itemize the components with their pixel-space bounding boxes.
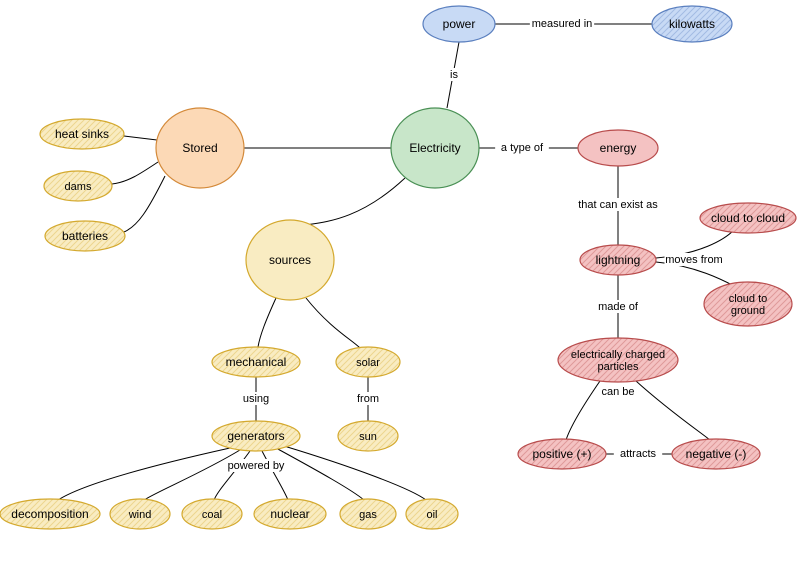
- node-label-negative: negative (-): [686, 447, 747, 461]
- edge-sources-solar: [306, 298, 360, 348]
- node-label-sun: sun: [359, 431, 377, 443]
- edge-label-positive-negative: attracts: [620, 448, 657, 460]
- node-batteries: batteries: [45, 221, 125, 251]
- node-wind: wind: [110, 499, 170, 529]
- node-label-heatsinks: heat sinks: [55, 127, 109, 141]
- node-label-gas: gas: [359, 509, 377, 521]
- node-label-sources: sources: [269, 253, 311, 267]
- edge-stored-batteries: [124, 176, 165, 232]
- node-label-c2c: cloud to cloud: [711, 211, 785, 225]
- node-label-nuclear: nuclear: [270, 507, 309, 521]
- node-label-electricity: Electricity: [409, 141, 460, 155]
- node-positive: positive (+): [518, 439, 606, 469]
- edge-generators-nuclear: [262, 451, 288, 500]
- node-mechanical: mechanical: [212, 347, 300, 377]
- node-c2c: cloud to cloud: [700, 203, 796, 233]
- node-particles: electrically chargedparticles: [558, 338, 678, 382]
- node-solar: solar: [336, 347, 400, 377]
- edge-label-mechanical-generators: using: [243, 393, 269, 405]
- node-oil: oil: [406, 499, 458, 529]
- edge-label-power-kilowatts: measured in: [532, 18, 593, 30]
- edge-generators-decomp: [58, 448, 230, 500]
- edge-label-generators-decomp: powered by: [228, 460, 285, 472]
- node-label-decomp: decomposition: [11, 507, 88, 521]
- edge-generators-oil: [284, 446, 426, 500]
- node-label-power: power: [443, 17, 476, 31]
- node-label-positive: positive (+): [532, 447, 591, 461]
- node-label-c2g-line1: ground: [731, 305, 765, 317]
- node-label-mechanical: mechanical: [226, 355, 287, 369]
- edge-label-particles-positive: can be: [601, 386, 634, 398]
- node-label-coal: coal: [202, 509, 222, 521]
- node-heatsinks: heat sinks: [40, 119, 124, 149]
- node-label-energy: energy: [600, 141, 637, 155]
- edge-sources-mechanical: [258, 298, 276, 347]
- node-label-kilowatts: kilowatts: [669, 17, 715, 31]
- node-label-particles-line0: electrically charged: [571, 349, 665, 361]
- node-label-solar: solar: [356, 357, 380, 369]
- node-coal: coal: [182, 499, 242, 529]
- node-sun: sun: [338, 421, 398, 451]
- edge-generators-wind: [144, 450, 240, 500]
- edge-particles-negative: [636, 381, 710, 440]
- node-stored: Stored: [156, 108, 244, 188]
- node-electricity: Electricity: [391, 108, 479, 188]
- edge-stored-dams: [112, 162, 158, 184]
- edge-label-lightning-c2c: moves from: [665, 254, 722, 266]
- node-label-particles-line1: particles: [598, 361, 639, 373]
- edge-label-lightning-particles: made of: [598, 301, 639, 313]
- node-label-lightning: lightning: [596, 253, 641, 267]
- node-label-c2g-line0: cloud to: [729, 293, 768, 305]
- edge-particles-positive: [566, 381, 600, 440]
- edge-generators-coal: [214, 451, 250, 500]
- edge-label-energy-lightning: that can exist as: [578, 199, 658, 211]
- node-c2g: cloud toground: [704, 282, 792, 326]
- node-generators: generators: [212, 421, 300, 451]
- node-label-oil: oil: [426, 509, 437, 521]
- node-label-generators: generators: [227, 429, 284, 443]
- edge-electricity-sources: [305, 178, 405, 225]
- node-gas: gas: [340, 499, 396, 529]
- edge-label-solar-sun: from: [357, 393, 379, 405]
- edge-generators-gas: [276, 448, 364, 500]
- edge-label-power-electricity: is: [450, 69, 458, 81]
- node-energy: energy: [578, 130, 658, 166]
- edge-label-electricity-energy: a type of: [501, 142, 544, 154]
- concept-map: measured in is a type of using from powered b…: [0, 0, 801, 561]
- node-lightning: lightning: [580, 245, 656, 275]
- node-dams: dams: [44, 171, 112, 201]
- node-kilowatts: kilowatts: [652, 6, 732, 42]
- node-label-stored: Stored: [182, 141, 217, 155]
- node-nuclear: nuclear: [254, 499, 326, 529]
- node-label-batteries: batteries: [62, 229, 108, 243]
- node-power: power: [423, 6, 495, 42]
- node-negative: negative (-): [672, 439, 760, 469]
- edge-stored-heatsinks: [124, 136, 157, 140]
- node-sources: sources: [246, 220, 334, 300]
- node-label-dams: dams: [65, 181, 92, 193]
- node-label-wind: wind: [128, 509, 152, 521]
- node-decomp: decomposition: [0, 499, 100, 529]
